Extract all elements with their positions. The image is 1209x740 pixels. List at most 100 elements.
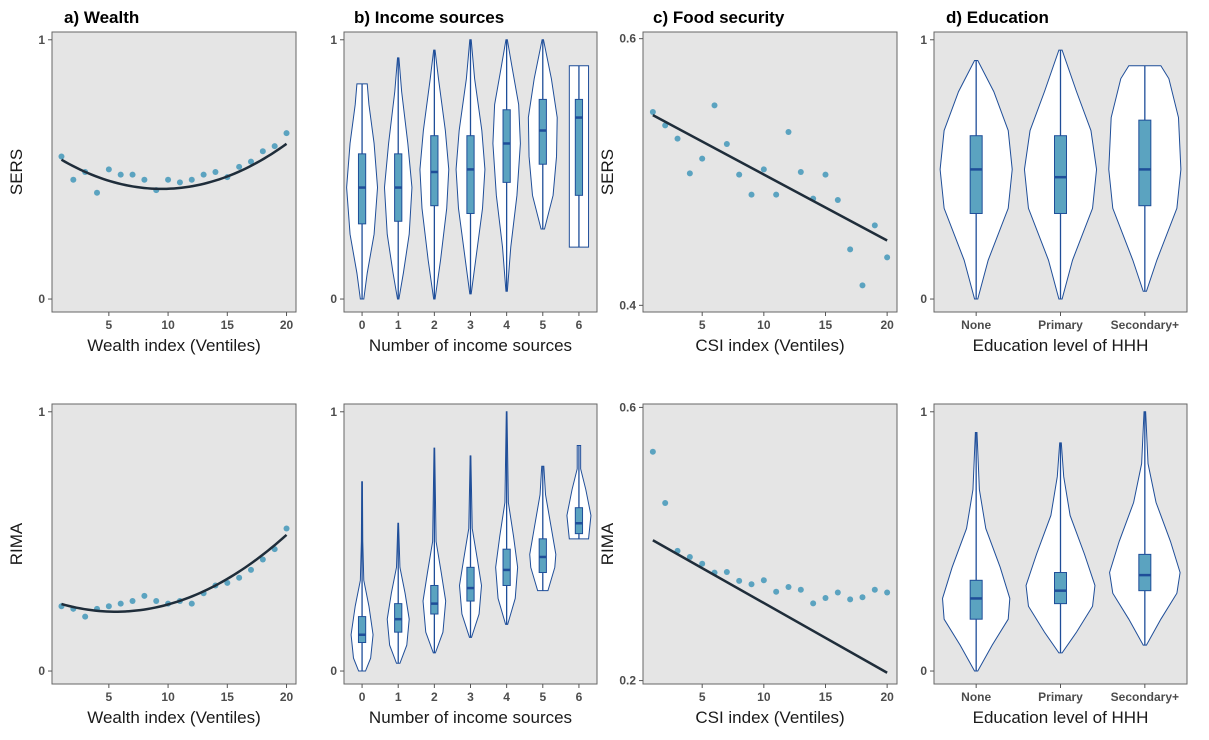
violin-box bbox=[357, 153, 367, 225]
data-point bbox=[736, 577, 743, 584]
y-tick-label: 0.4 bbox=[619, 298, 636, 312]
data-point bbox=[165, 176, 172, 183]
data-point bbox=[283, 130, 290, 137]
data-point bbox=[649, 109, 656, 115]
violin-box bbox=[394, 603, 403, 633]
x-tick-label: Primary bbox=[1038, 690, 1083, 704]
violin-box bbox=[1138, 119, 1152, 207]
y-tick-label: 0.2 bbox=[619, 674, 636, 688]
panel-title-wealth: a) Wealth bbox=[64, 8, 139, 27]
x-tick-label: 3 bbox=[467, 318, 474, 332]
x-tick-label: 4 bbox=[503, 318, 510, 332]
data-point bbox=[797, 169, 804, 175]
data-point bbox=[785, 129, 792, 135]
y-tick-label: 0 bbox=[38, 292, 45, 306]
data-point bbox=[271, 143, 278, 150]
x-tick-label: 20 bbox=[280, 690, 294, 704]
violin-box bbox=[466, 566, 475, 602]
y-tick-label: 1 bbox=[330, 405, 337, 419]
x-tick-label: 0 bbox=[359, 690, 366, 704]
data-point bbox=[760, 166, 767, 173]
y-tick-label: 0.6 bbox=[619, 400, 636, 414]
data-point bbox=[859, 282, 866, 289]
violin-box bbox=[466, 135, 475, 214]
data-point bbox=[810, 600, 817, 607]
y-tick-label: 0 bbox=[330, 292, 337, 306]
fit-line bbox=[60, 142, 288, 191]
x-tick-label: 4 bbox=[503, 690, 510, 704]
y-tick-label: 1 bbox=[920, 33, 927, 47]
data-point bbox=[141, 592, 148, 599]
x-tick-label: 5 bbox=[106, 318, 113, 332]
x-tick-label: 15 bbox=[819, 690, 833, 704]
data-point bbox=[834, 589, 841, 596]
y-tick-label: 1 bbox=[38, 405, 45, 419]
panel-b-sers: 0 1 0 1 2 3 4 5 6 Number of income sources bbox=[330, 31, 598, 355]
data-point bbox=[797, 586, 804, 593]
violin-box bbox=[430, 135, 439, 207]
x-tick-label: 10 bbox=[161, 690, 175, 704]
x-tick-label: Secondary+ bbox=[1111, 690, 1179, 704]
x-tick-label: 15 bbox=[221, 690, 235, 704]
y-axis-title: SERS bbox=[598, 149, 617, 195]
data-point bbox=[188, 600, 195, 607]
data-point bbox=[188, 176, 195, 183]
x-tick-label: Primary bbox=[1038, 318, 1083, 332]
plot-area bbox=[51, 403, 297, 685]
x-tick-label: 5 bbox=[699, 318, 706, 332]
data-point bbox=[723, 141, 730, 147]
data-point bbox=[699, 155, 706, 162]
x-tick-label: 5 bbox=[106, 690, 113, 704]
data-point bbox=[884, 254, 891, 261]
data-point bbox=[822, 594, 829, 601]
data-point bbox=[117, 600, 124, 607]
x-tick-label: 10 bbox=[161, 318, 175, 332]
panel-c-rima: 0.2 0.6 5 10 15 20 CSI index (Ventiles) RIMA bbox=[598, 400, 898, 727]
violin-box bbox=[357, 616, 367, 644]
data-point bbox=[699, 560, 706, 567]
y-tick-label: 1 bbox=[330, 33, 337, 47]
data-point bbox=[176, 179, 183, 186]
data-point bbox=[686, 170, 693, 177]
data-point bbox=[760, 577, 767, 584]
violin-box bbox=[538, 538, 547, 574]
panel-c-sers: 0.4 0.6 5 10 15 20 CSI index (Ventiles) SERS bbox=[598, 31, 898, 355]
data-point bbox=[259, 556, 266, 563]
violin-box bbox=[1138, 553, 1152, 592]
x-tick-label: 1 bbox=[395, 690, 402, 704]
x-tick-label: None bbox=[961, 690, 991, 704]
violin-box bbox=[538, 98, 547, 165]
data-point bbox=[129, 171, 136, 178]
data-point bbox=[82, 613, 89, 620]
y-tick-label: 0 bbox=[38, 664, 45, 678]
data-point bbox=[105, 166, 112, 173]
data-point bbox=[748, 581, 755, 588]
data-point bbox=[236, 163, 243, 170]
panel-title-food-security: c) Food security bbox=[653, 8, 785, 27]
x-tick-label: 10 bbox=[757, 690, 771, 704]
violin-box bbox=[574, 507, 584, 535]
data-point bbox=[141, 176, 148, 183]
x-tick-label: 15 bbox=[221, 318, 235, 332]
x-axis-title: Wealth index (Ventiles) bbox=[87, 708, 261, 727]
data-point bbox=[773, 191, 780, 198]
x-tick-label: 0 bbox=[359, 318, 366, 332]
data-point bbox=[674, 135, 681, 142]
data-point bbox=[871, 586, 878, 593]
data-point bbox=[200, 171, 207, 178]
data-point bbox=[736, 171, 743, 178]
data-point bbox=[649, 448, 656, 455]
data-point bbox=[773, 588, 780, 595]
data-point bbox=[212, 169, 219, 175]
panel-d-sers: 0 1 None Primary Secondary+ Education level o… bbox=[920, 31, 1188, 355]
y-tick-label: 0.6 bbox=[619, 32, 636, 46]
data-point bbox=[283, 525, 290, 532]
x-tick-label: None bbox=[961, 318, 991, 332]
x-axis-title: CSI index (Ventiles) bbox=[695, 708, 844, 727]
data-point bbox=[822, 171, 829, 178]
y-tick-label: 0 bbox=[920, 664, 927, 678]
x-tick-label: 1 bbox=[395, 318, 402, 332]
data-point bbox=[686, 553, 693, 560]
